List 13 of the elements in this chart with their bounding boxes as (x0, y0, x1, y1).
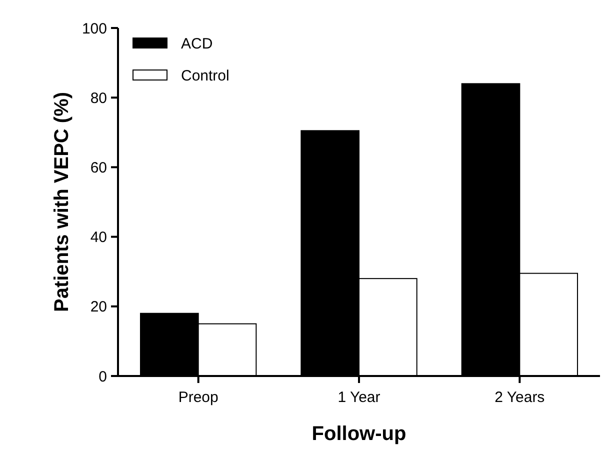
y-tick-label: 80 (90, 90, 107, 107)
x-tick-label: Preop (178, 389, 218, 406)
legend-label: ACD (181, 35, 213, 52)
y-tick-label: 100 (82, 20, 107, 38)
x-tick-label: 1 Year (338, 389, 380, 406)
x-tick-label: 2 Years (494, 389, 545, 406)
y-tick-label: 20 (90, 298, 107, 316)
y-axis-title: Patients with VEPC (%) (51, 92, 73, 312)
y-tick-label: 40 (90, 229, 107, 246)
legend-label: Control (181, 67, 230, 84)
y-tick-label: 60 (90, 159, 107, 176)
x-axis-title: Follow-up (312, 423, 406, 445)
y-tick-label: 0 (98, 368, 107, 386)
